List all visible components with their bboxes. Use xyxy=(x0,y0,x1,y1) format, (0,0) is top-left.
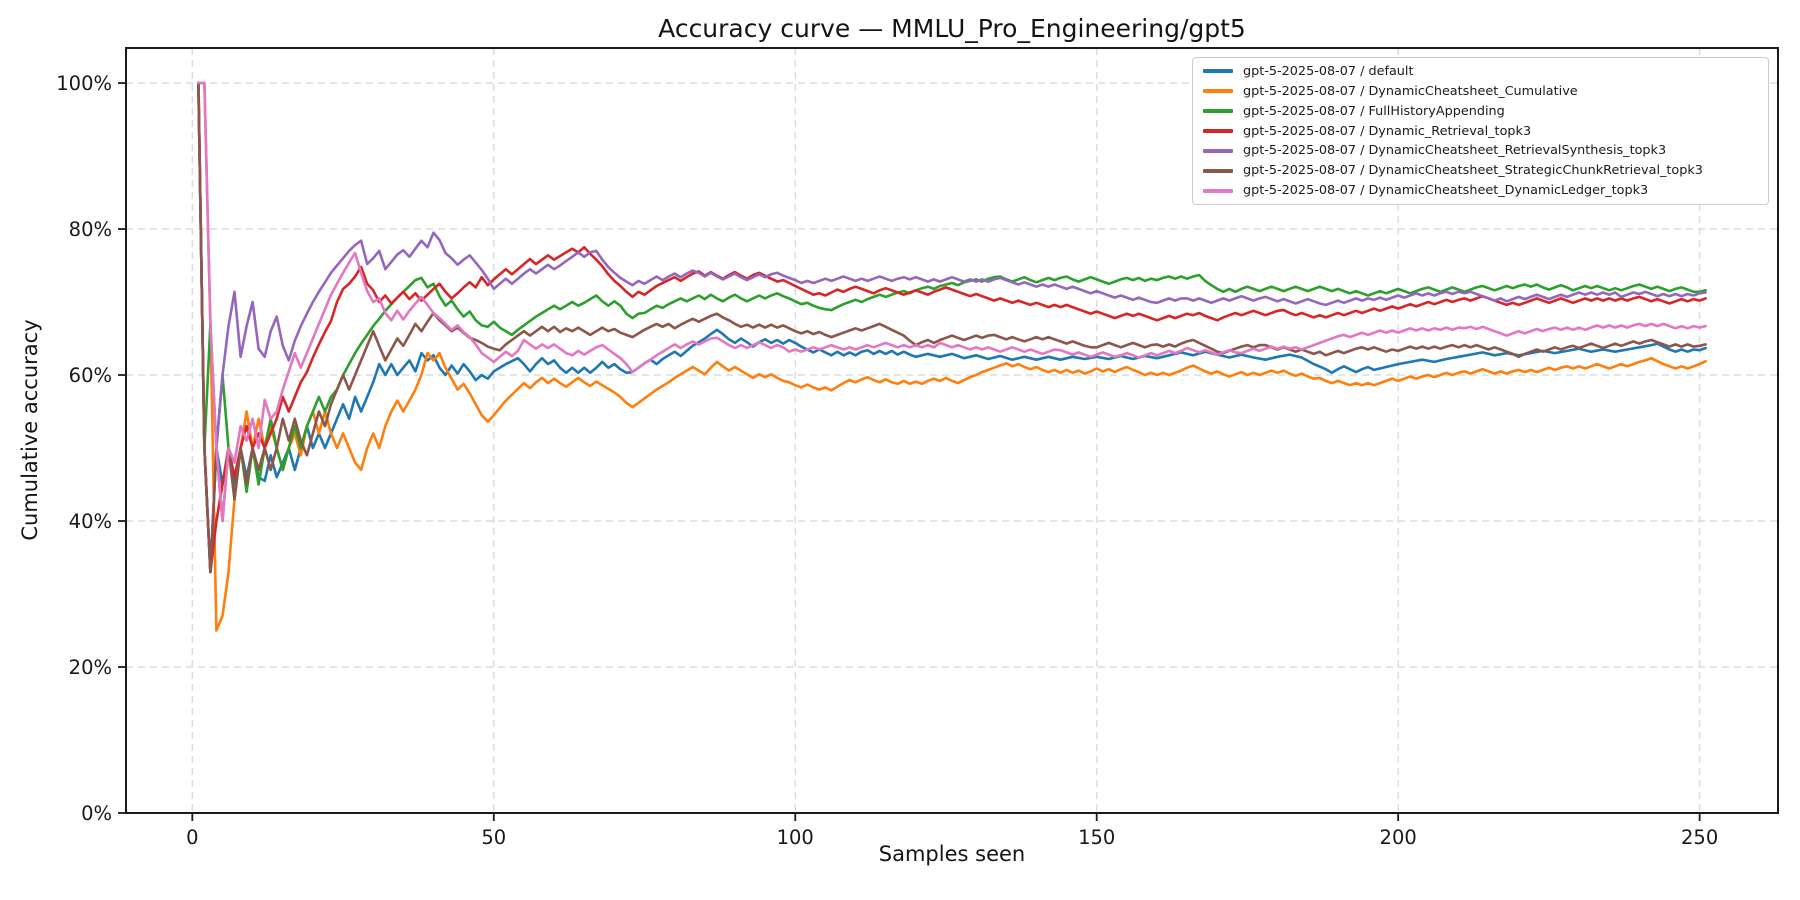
x-tick-label: 250 xyxy=(1681,826,1718,849)
y-tick-label: 80% xyxy=(69,218,112,241)
y-tick-label: 20% xyxy=(69,656,112,679)
legend-label: gpt-5-2025-08-07 / DynamicCheatsheet_Dyn… xyxy=(1243,183,1649,199)
y-axis-label: Cumulative accuracy xyxy=(18,319,42,541)
x-axis-label: Samples seen xyxy=(878,842,1026,866)
legend-label: gpt-5-2025-08-07 / DynamicCheatsheet_Cum… xyxy=(1243,83,1578,99)
series-line-2 xyxy=(197,81,1707,501)
x-tick-label: 150 xyxy=(1078,826,1115,849)
legend-swatch xyxy=(1203,168,1233,173)
series-line-4 xyxy=(197,81,1707,574)
legend-item: gpt-5-2025-08-07 / FullHistoryAppending xyxy=(1193,102,1768,121)
x-tick-label: 0 xyxy=(186,826,198,849)
legend-label: gpt-5-2025-08-07 / Dynamic_Retrieval_top… xyxy=(1243,123,1532,139)
legend-label: gpt-5-2025-08-07 / FullHistoryAppending xyxy=(1243,103,1505,119)
series-line-0 xyxy=(197,81,1707,574)
legend-label: gpt-5-2025-08-07 / default xyxy=(1243,63,1414,79)
y-tick-label: 60% xyxy=(69,364,112,387)
legend-swatch xyxy=(1203,109,1233,114)
legend-item: gpt-5-2025-08-07 / DynamicCheatsheet_Ret… xyxy=(1193,141,1768,160)
legend-label: gpt-5-2025-08-07 / DynamicCheatsheet_Ret… xyxy=(1243,143,1667,159)
y-tick-label: 0% xyxy=(81,802,112,825)
x-tick-label: 50 xyxy=(481,826,506,849)
series-line-3 xyxy=(197,81,1707,574)
legend-label: gpt-5-2025-08-07 / DynamicCheatsheet_Str… xyxy=(1243,163,1703,179)
legend-swatch xyxy=(1203,148,1233,153)
x-tick-label: 100 xyxy=(777,826,814,849)
legend-swatch xyxy=(1203,69,1233,74)
legend: gpt-5-2025-08-07 / default gpt-5-2025-08-… xyxy=(1192,57,1769,205)
gridlines xyxy=(126,48,1778,814)
x-tick-label: 200 xyxy=(1380,826,1417,849)
y-tick-label: 100% xyxy=(56,72,112,95)
plot-border xyxy=(125,47,1779,814)
legend-swatch xyxy=(1203,129,1233,133)
legend-item: gpt-5-2025-08-07 / default xyxy=(1193,62,1768,81)
legend-swatch xyxy=(1203,188,1233,193)
legend-item: gpt-5-2025-08-07 / DynamicCheatsheet_Cum… xyxy=(1193,82,1768,101)
series-line-1 xyxy=(197,81,1707,632)
legend-item: gpt-5-2025-08-07 / Dynamic_Retrieval_top… xyxy=(1193,122,1768,141)
chart-title: Accuracy curve — MMLU_Pro_Engineering/gp… xyxy=(658,14,1246,43)
legend-item: gpt-5-2025-08-07 / DynamicCheatsheet_Dyn… xyxy=(1193,181,1768,200)
legend-item: gpt-5-2025-08-07 / DynamicCheatsheet_Str… xyxy=(1193,161,1768,180)
y-tick-label: 40% xyxy=(69,510,112,533)
series-line-6 xyxy=(197,81,1707,523)
legend-swatch xyxy=(1203,89,1233,94)
